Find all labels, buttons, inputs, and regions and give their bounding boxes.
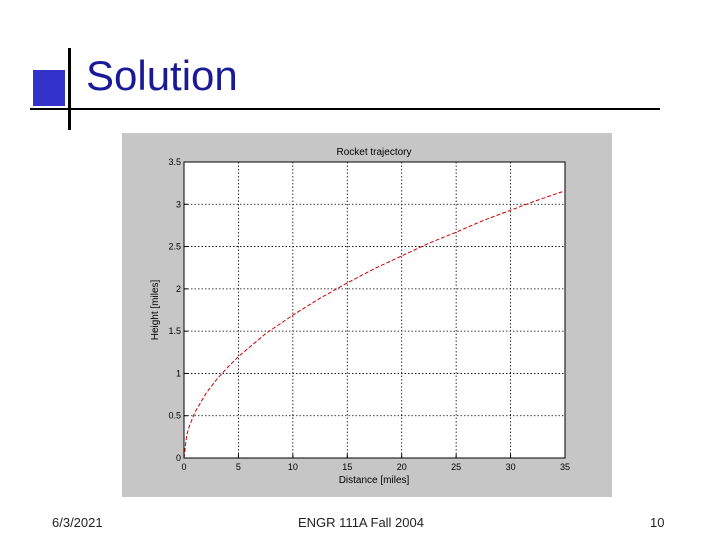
footer-page-number: 10 (650, 515, 665, 530)
y-axis-label: Height [miles] (150, 279, 161, 340)
slide-title: Solution (86, 52, 238, 99)
chart-title: Rocket trajectory (336, 147, 411, 158)
x-tick-label: 20 (397, 462, 407, 472)
y-tick-label: 2 (176, 284, 181, 294)
x-tick-label: 30 (506, 462, 516, 472)
y-tick-label: 1 (176, 368, 181, 378)
rocket-trajectory-chart: 0 5 10 15 20 25 30 35 0 0.5 1 1.5 2 2.5 3 3.5 Rocket tr… (150, 147, 570, 486)
plot-area (183, 161, 566, 459)
x-tick-label: 0 (181, 462, 186, 472)
x-tick-label: 5 (236, 462, 241, 472)
footer-course: ENGR 111A Fall 2004 (298, 515, 424, 530)
y-tick-label: 0.5 (168, 411, 181, 421)
grid-lines (184, 162, 565, 458)
footer-date: 6/3/2021 (52, 515, 103, 530)
y-tick-label: 2.5 (168, 242, 181, 252)
x-tick-label: 15 (342, 462, 352, 472)
chart-figure: 0 5 10 15 20 25 30 35 0 0.5 1 1.5 2 2.5 3 3.5 Rocket tr… (122, 133, 612, 497)
x-tick-label: 25 (451, 462, 461, 472)
series-layer (183, 190, 566, 459)
y-tick-label: 0 (176, 453, 181, 463)
y-tick-label: 1.5 (168, 326, 181, 336)
x-tick-label: 10 (288, 462, 298, 472)
x-tick-label: 35 (560, 462, 570, 472)
trajectory-series-line (183, 190, 566, 459)
axis-ticks: 0 5 10 15 20 25 30 35 0 0.5 1 1.5 2 2.5 3 3.5 (168, 157, 570, 472)
y-tick-label: 3.5 (168, 157, 181, 167)
y-tick-label: 3 (176, 199, 181, 209)
x-axis-label: Distance [miles] (339, 475, 410, 486)
title-accent-vertical-line (68, 48, 71, 130)
title-underline (30, 108, 660, 110)
title-accent-square (33, 70, 65, 106)
